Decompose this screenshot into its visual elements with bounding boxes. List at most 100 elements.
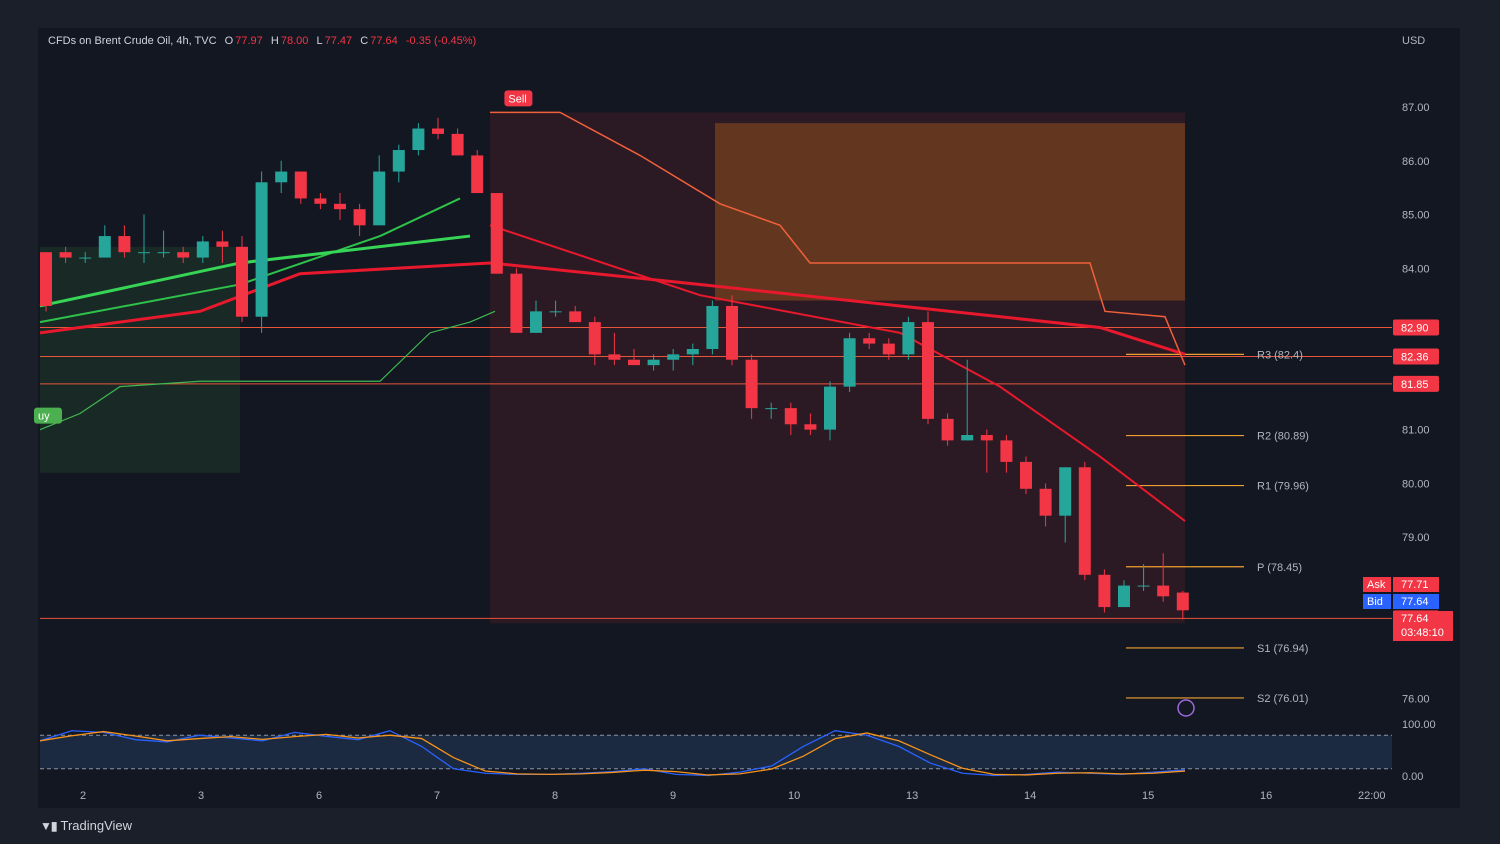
oscillator-tick-label: 100.00 [1402,719,1436,731]
candle-body [490,193,503,274]
candle-body [1176,592,1189,611]
x-tick-label: 15 [1142,790,1154,802]
change-value: -0.35 (-0.45%) [405,35,477,47]
price-line-label: 82.90 [1401,322,1429,334]
open-value: 77.97 [235,35,263,47]
candle-body [824,386,836,430]
candle-body [216,241,229,247]
x-tick-label: 6 [316,790,322,802]
x-tick-label: 13 [906,790,918,802]
candle-body [569,311,582,323]
tradingview-logo-icon: ▼▮ [40,818,58,833]
candle-body [1098,574,1111,608]
candle-body [765,408,778,410]
candle-body [1059,467,1072,516]
candle-body [510,273,523,333]
candle-body [530,311,542,333]
bar-countdown: 03:48:10 [1401,627,1444,639]
y-tick-label: 80.00 [1402,478,1430,490]
ask-value: 77.71 [1401,579,1429,591]
bid-value: 77.64 [1401,596,1429,608]
x-tick-label: 3 [198,790,204,802]
chart-legend: CFDs on Brent Crude Oil, 4h, TVC O 77.97 … [48,35,478,47]
candle-body [922,322,934,419]
x-tick-label: 2 [80,790,86,802]
cloud-orange-region [715,123,1185,301]
candle-body [941,418,954,441]
price-line-tag [1393,319,1439,336]
pivot-label: S1 (76.94) [1257,643,1308,655]
candle-body [451,133,464,156]
y-tick-label: 85.00 [1402,210,1430,222]
candle-body [863,338,876,344]
pivot-label: S2 (76.01) [1257,693,1308,705]
candle-body [59,252,72,258]
bid-badge [1363,594,1391,609]
x-tick-label: 9 [670,790,676,802]
candle-body [138,252,150,254]
brand-footer[interactable]: ▼▮ TradingView [40,818,132,833]
ma-line-red-thick [39,261,1186,356]
candle-body [1000,440,1013,462]
price-line-tag [1393,375,1439,392]
price-line-tag [1393,348,1439,365]
ask-badge [1363,577,1391,592]
y-tick-label: 84.00 [1402,263,1430,275]
candle-body [647,359,660,366]
candle-body [177,252,190,258]
oscillator-band [40,735,1392,769]
candle-body [79,257,92,259]
y-tick-label: 76.00 [1402,693,1430,705]
candle-body [118,236,131,253]
candle-body [608,354,621,360]
y-tick-label: 81.00 [1402,425,1430,437]
candle-body [843,338,856,387]
oscillator-k-line [39,730,1186,777]
symbol-title: CFDs on Brent Crude Oil, 4h, TVC [48,35,217,47]
last-price-badge [1393,611,1453,641]
candle-body [980,435,993,441]
baseline-line [490,111,1186,366]
candle-body [784,408,797,425]
high-value: 78.00 [280,35,309,47]
candle-body [412,128,425,151]
x-tick-label: 8 [552,790,558,802]
candle-body [314,198,327,204]
y-tick-label: 86.00 [1402,156,1430,168]
price-line-label: 82.36 [1401,352,1429,364]
chart-area[interactable] [38,28,1460,808]
ask-price-badge [1393,577,1439,592]
candle-body [588,322,601,355]
candle-body [961,435,974,441]
candle-body [1118,585,1130,608]
ask-label: Ask [1367,579,1386,591]
candle-body [882,343,895,355]
candle-body [628,359,640,366]
high-label: H [270,35,279,47]
oscillator-tick-label: 0.00 [1402,771,1423,783]
candle-body [1157,585,1170,597]
x-tick-label: 16 [1260,790,1272,802]
candle-body [334,203,346,210]
candle-body [667,354,680,360]
y-tick-label: 79.00 [1402,532,1430,544]
pivot-label: R1 (79.96) [1257,481,1309,493]
ma-line-red [489,224,1186,522]
candle-body [392,150,405,172]
candle-body [40,252,52,306]
alert-bolt-icon [1177,699,1195,717]
candle-body [1137,585,1150,587]
pivot-label: P (78.45) [1257,562,1302,574]
x-tick-label: 14 [1024,790,1036,802]
candle-body [98,236,111,258]
candle-body [275,171,288,183]
bid-label: Bid [1367,596,1383,608]
candle-body [236,246,248,317]
candle-body [471,155,484,194]
candle-body [432,128,444,134]
candle-body [549,311,562,313]
signal-badge [504,90,533,107]
candle-body [196,241,209,258]
x-tick-label: 7 [434,790,440,802]
